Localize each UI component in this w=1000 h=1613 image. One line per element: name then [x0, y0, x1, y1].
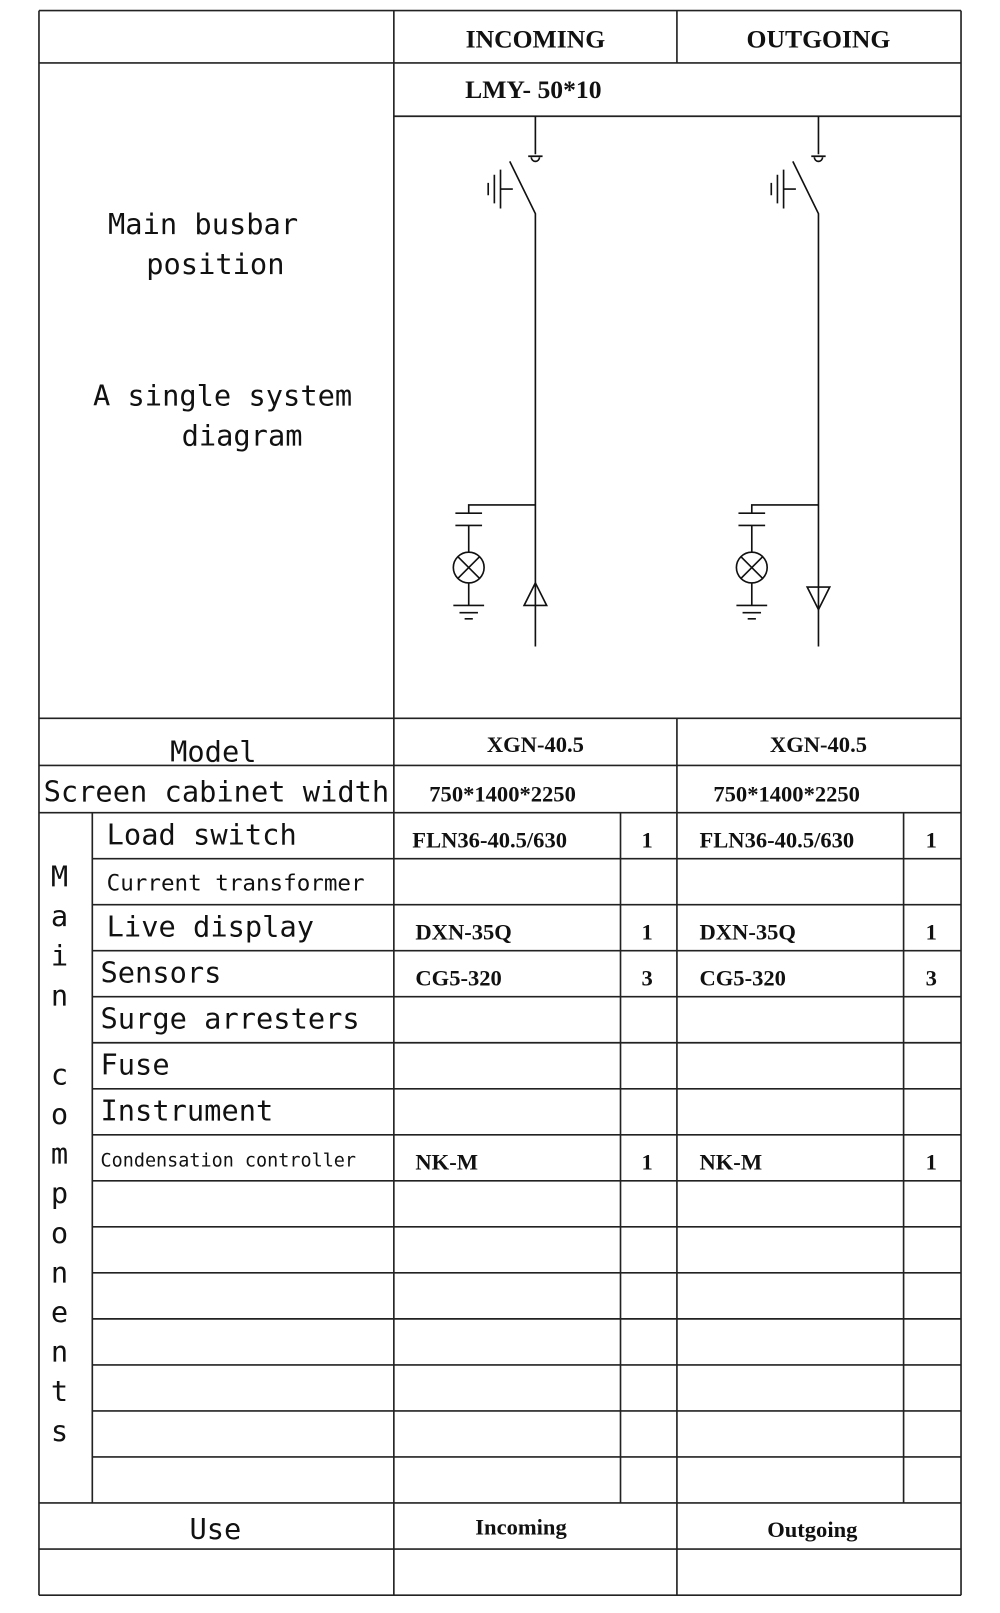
model-outgoing: XGN-40.5	[770, 732, 867, 757]
main-components-letter: n	[51, 1255, 68, 1289]
main-components-letter: p	[51, 1176, 68, 1210]
indicator-lamp-icon	[452, 551, 485, 584]
main-components-letter: M	[51, 860, 68, 894]
table-row: Fuse	[101, 1048, 170, 1082]
live-display-branch	[453, 504, 536, 620]
incoming-model: NK-M	[415, 1150, 478, 1175]
outgoing-model: FLN36-40.5/630	[699, 828, 854, 853]
busbar-position-label: Main busbar	[108, 207, 298, 241]
busbar-connection	[811, 116, 826, 158]
table-row: Live display DXN-35Q 1 DXN-35Q 1	[107, 909, 937, 944]
arrow-up-icon	[522, 581, 548, 607]
incoming-model: DXN-35Q	[415, 920, 511, 945]
outgoing-diagram	[735, 116, 832, 647]
outgoing-model: NK-M	[699, 1150, 762, 1175]
outgoing-qty: 1	[926, 920, 937, 945]
indicator-lamp-icon	[735, 551, 768, 584]
load-switch-icon	[509, 161, 537, 647]
use-incoming: Incoming	[475, 1515, 567, 1540]
single-system-diagram-label-2: diagram	[182, 418, 303, 452]
busbar-connection	[528, 116, 543, 158]
cabinet-width-label: Screen cabinet width	[44, 774, 390, 808]
model-incoming: XGN-40.5	[487, 732, 584, 757]
component-name: Load switch	[107, 817, 297, 851]
incoming-qty: 3	[642, 966, 653, 991]
component-name: Sensors	[101, 956, 222, 990]
isolation-contact-icon	[530, 157, 541, 163]
lamp-cross	[740, 556, 764, 579]
main-components-letter: a	[51, 899, 68, 933]
incoming-model: CG5-320	[415, 966, 501, 991]
single-system-diagram-label: A single system	[93, 378, 352, 412]
main-components-letter: n	[51, 978, 68, 1012]
earthing-switch-icon	[487, 169, 513, 209]
incoming-qty: 1	[642, 828, 653, 853]
component-rows: Load switch FLN36-40.5/630 1 FLN36-40.5/630…	[101, 817, 937, 1174]
main-components-letter: c	[51, 1057, 68, 1091]
main-components-letter: o	[51, 1097, 68, 1131]
outgoing-qty: 1	[926, 1150, 937, 1175]
main-components-letter: n	[51, 1335, 68, 1369]
header-incoming: INCOMING	[466, 25, 606, 54]
incoming-qty: 1	[642, 1150, 653, 1175]
outgoing-model: CG5-320	[699, 966, 785, 991]
earthing-switch-icon	[770, 169, 796, 209]
cabinet-outgoing: 750*1400*2250	[713, 781, 860, 806]
component-name: Surge arresters	[101, 1002, 360, 1036]
main-components-letter: i	[51, 939, 68, 973]
outgoing-model: DXN-35Q	[699, 920, 795, 945]
outgoing-qty: 1	[926, 828, 937, 853]
outgoing-qty: 3	[926, 966, 937, 991]
load-switch-icon	[792, 161, 820, 647]
cabinet-incoming: 750*1400*2250	[429, 781, 576, 806]
component-name: Fuse	[101, 1048, 170, 1082]
table-row: Current transformer	[107, 870, 365, 896]
table-row: Sensors CG5-320 3 CG5-320 3	[101, 956, 937, 991]
table-row: Instrument	[101, 1094, 274, 1128]
use-outgoing: Outgoing	[767, 1517, 858, 1542]
live-display-branch	[736, 504, 819, 620]
component-name: Instrument	[101, 1094, 274, 1128]
component-name: Live display	[107, 909, 314, 943]
main-components-letter: t	[51, 1374, 68, 1408]
table-row: Condensation controller NK-M 1 NK-M 1	[101, 1150, 937, 1175]
table-row: Surge arresters	[101, 1002, 360, 1036]
component-name: Condensation controller	[101, 1151, 357, 1172]
busbar-spec: LMY- 50*10	[465, 75, 601, 104]
main-components-letter: e	[51, 1295, 68, 1329]
incoming-model: FLN36-40.5/630	[412, 828, 567, 853]
incoming-qty: 1	[642, 920, 653, 945]
arrow-down-icon	[805, 586, 832, 612]
model-label: Model	[170, 734, 256, 768]
component-name: Current transformer	[107, 870, 365, 896]
single-line-diagrams	[452, 116, 832, 647]
main-components-letter: s	[51, 1414, 68, 1448]
lamp-cross	[457, 556, 481, 579]
main-components-letter: m	[51, 1137, 68, 1171]
main-components-letter: o	[51, 1216, 68, 1250]
incoming-diagram	[452, 116, 548, 647]
table-row: Load switch FLN36-40.5/630 1 FLN36-40.5/630…	[107, 817, 937, 852]
table-grid	[38, 9, 962, 1597]
header-outgoing: OUTGOING	[747, 25, 891, 54]
busbar-position-label-2: position	[146, 247, 284, 281]
isolation-contact-icon	[813, 157, 824, 163]
use-label: Use	[189, 1512, 241, 1546]
